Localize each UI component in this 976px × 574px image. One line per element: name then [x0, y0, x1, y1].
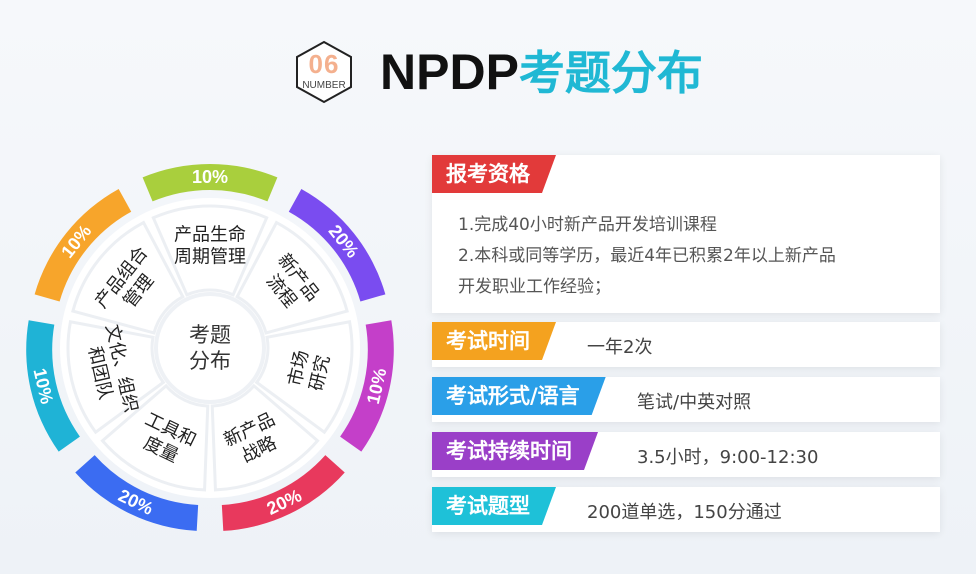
wheel-label-1-1: 产品生命 — [174, 225, 246, 246]
wheel-band-6: 10% — [26, 320, 80, 452]
wheel-band-shape-1 — [142, 164, 278, 202]
title-en: NPDP — [380, 44, 519, 100]
hexagon-icon — [296, 40, 352, 104]
wheel-band-shape-6 — [26, 320, 80, 452]
requirements-card: 报考资格 1.完成40小时新产品开发培训课程 2.本科或同等学历，最近4年已积累… — [432, 155, 940, 313]
wheel-center — [154, 292, 266, 404]
requirement-line-2: 2.本科或同等学历，最近4年已积累2年以上新产品 — [458, 246, 836, 266]
wheel-label-1-2: 周期管理 — [174, 247, 246, 268]
wheel-band-shape-7 — [34, 188, 132, 302]
page-title: NPDP考题分布 — [380, 40, 703, 104]
wheel-wedge-7 — [71, 220, 185, 335]
wheel-band-1: 10% — [142, 164, 278, 202]
wheel-band-shape-3 — [340, 320, 394, 452]
badge-number: 06 — [308, 49, 340, 79]
exam-type-card: 考试题型 200道单选，150分通过 — [432, 487, 940, 532]
wheel-band-shape-2 — [288, 188, 386, 302]
requirements-tag: 报考资格 — [432, 155, 556, 193]
requirement-line-3: 开发职业工作经验； — [458, 277, 611, 297]
exam-duration-value: 3.5小时，9:00-12:30 — [637, 447, 819, 468]
wheel-band-shape-5 — [75, 455, 199, 531]
wheel-wedge-2 — [235, 220, 349, 335]
distribution-wheel: 10% 产品生命 周期管理 20% 新产品 流程 10% 市场 研究 20% 新产品 战略 20% 工具和… — [26, 150, 394, 540]
wheel-band-shape-4 — [221, 455, 345, 531]
exam-time-card: 考试时间 一年2次 — [432, 322, 940, 367]
number-badge: 06 NUMBER — [292, 40, 356, 104]
badge-label: NUMBER — [302, 80, 346, 91]
wheel-wedge-6 — [66, 319, 166, 435]
exam-format-tag: 考试形式/语言 — [432, 377, 606, 415]
requirement-line-1: 1.完成40小时新产品开发培训课程 — [458, 215, 717, 235]
exam-duration-card: 考试持续时间 3.5小时，9:00-12:30 — [432, 432, 940, 477]
title-cn: 考题分布 — [518, 46, 703, 100]
exam-time-tag: 考试时间 — [432, 322, 556, 360]
wheel-wedge-4 — [210, 383, 320, 492]
wheel-wedge-5 — [100, 383, 210, 492]
exam-format-value: 笔试/中英对照 — [637, 392, 752, 413]
exam-format-card: 考试形式/语言 笔试/中英对照 — [432, 377, 940, 422]
exam-time-value: 一年2次 — [587, 337, 653, 358]
wheel-wedge-1 — [151, 204, 269, 297]
exam-type-tag: 考试题型 — [432, 487, 556, 525]
exam-duration-tag: 考试持续时间 — [432, 432, 598, 470]
exam-type-value: 200道单选，150分通过 — [587, 502, 782, 523]
wheel-wedge-3 — [254, 319, 354, 435]
wheel-center-label-2: 分布 — [189, 349, 231, 373]
wheel-band-3: 10% — [340, 320, 394, 452]
wheel-pct-1: 10% — [192, 167, 228, 187]
wheel-center-label-1: 考题 — [189, 323, 231, 347]
header: 06 NUMBER NPDP考题分布 — [0, 0, 976, 120]
